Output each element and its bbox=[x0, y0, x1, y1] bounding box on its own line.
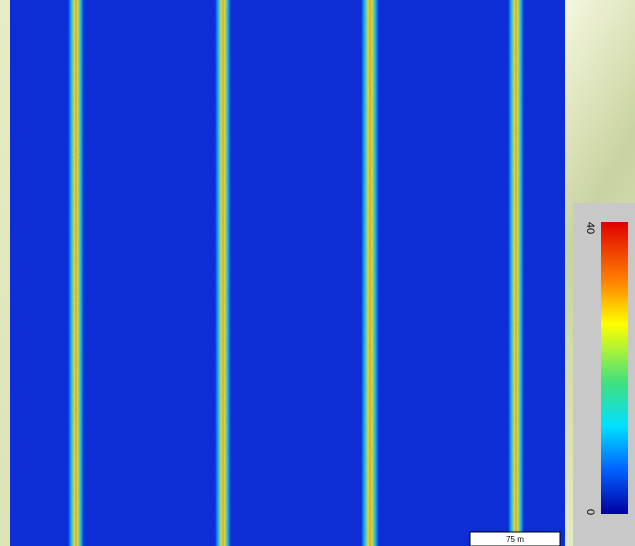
colorbar-max-label: 40 bbox=[584, 222, 596, 234]
heatmap-image bbox=[10, 0, 565, 546]
colorbar bbox=[601, 222, 628, 514]
colorbar-min-label: 0 bbox=[584, 509, 596, 515]
scale-bar-label: 75 m bbox=[506, 535, 524, 544]
figure: 40 0 75 m bbox=[0, 0, 635, 546]
screenshot: 40 0 75 m bbox=[0, 0, 635, 546]
